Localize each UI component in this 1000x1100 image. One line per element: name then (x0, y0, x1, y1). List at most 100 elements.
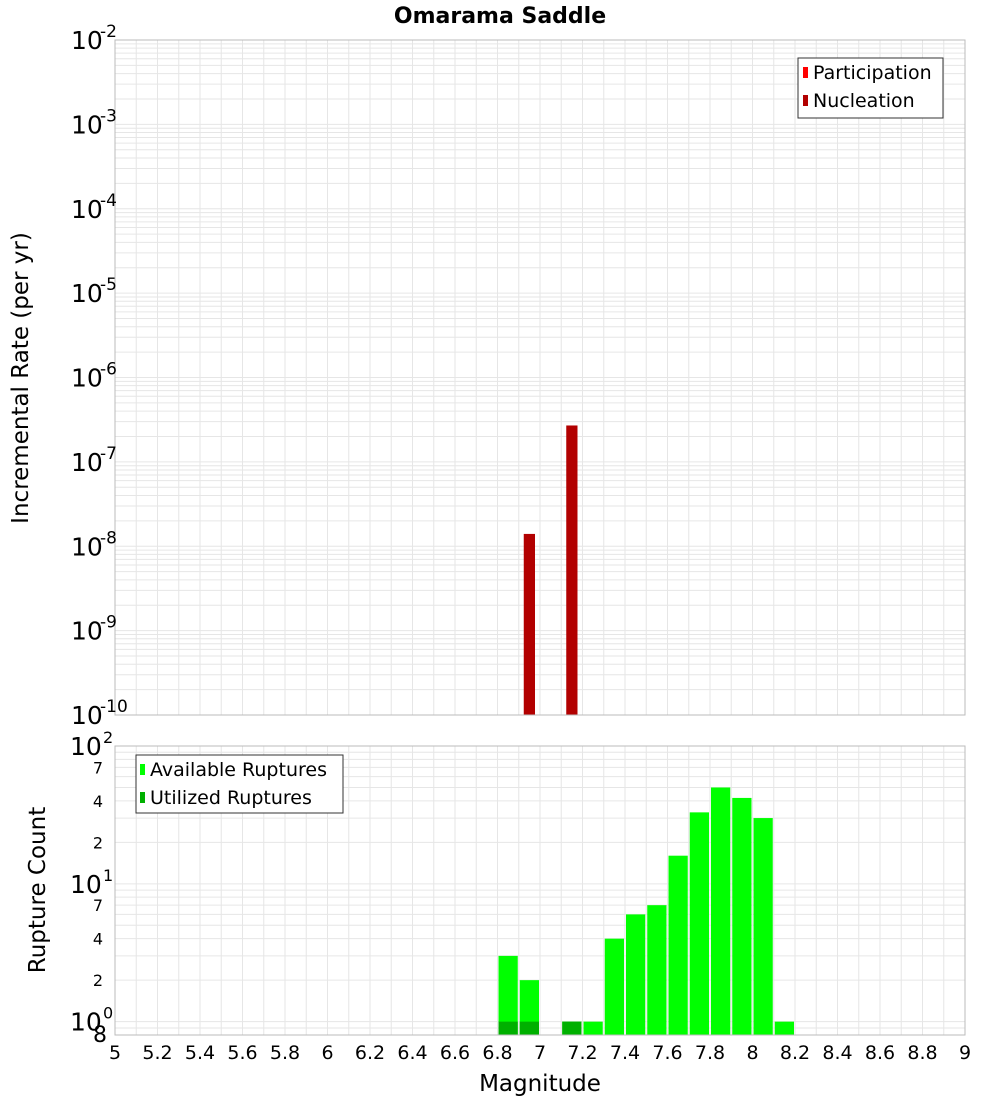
x-tick-label: 5.8 (270, 1042, 300, 1064)
x-tick-label: 5.2 (142, 1042, 172, 1064)
rate-bars (523, 425, 578, 715)
x-tick-label: 5.6 (227, 1042, 257, 1064)
chart-title: Omarama Saddle (394, 4, 606, 29)
rate-y-tick-exponent: -4 (100, 191, 117, 211)
participation-legend-label: Participation (813, 62, 932, 84)
x-tick-label: 7 (534, 1042, 546, 1064)
count-y-tick-base: 10 (70, 870, 102, 899)
rate-y-tick: 10-3 (71, 106, 117, 139)
rate-y-tick-base: 10 (71, 617, 103, 646)
utilized-legend-swatch (140, 792, 145, 803)
x-tick-label: 6 (321, 1042, 333, 1064)
count-y-minor-tick: 2 (93, 833, 103, 852)
rate-y-tick: 10-2 (71, 22, 117, 55)
rate-y-tick: 10-6 (71, 360, 117, 393)
count-y-minor-tick: 7 (93, 758, 103, 777)
available-legend-label: Available Ruptures (150, 759, 327, 781)
rate-y-axis-label: Incremental Rate (per yr) (8, 232, 34, 524)
count-y-tick-exponent: 1 (103, 866, 113, 885)
rate-y-tick: 10-7 (71, 444, 117, 477)
count-legend: Available Ruptures Utilized Ruptures (135, 754, 344, 814)
rate-y-ticks: 10-210-310-410-510-610-710-810-910-10 (71, 22, 128, 730)
count-y-minor-tick: 7 (93, 896, 103, 915)
x-tick-label: 8.8 (907, 1042, 937, 1064)
rate-y-tick-exponent: -5 (100, 275, 117, 295)
x-tick-label: 6.8 (482, 1042, 512, 1064)
x-tick-label: 8.2 (780, 1042, 810, 1064)
participation-legend-swatch (803, 67, 808, 78)
rate-y-tick-exponent: -7 (100, 444, 117, 464)
rate-y-tick-exponent: -8 (100, 528, 117, 548)
x-tick-label: 7.2 (567, 1042, 597, 1064)
available-ruptures-bar (583, 1021, 603, 1035)
count-y-minor-tick: 8 (93, 1023, 107, 1048)
x-axis-ticks: 5 5.2 5.4 5.6 5.8 6 6.2 6.4 6.6 6.8 7 7.2 7.4 7.6 7.8 8… (109, 1042, 971, 1064)
count-y-tick: 10 2 (70, 728, 113, 761)
available-ruptures-bar (753, 818, 773, 1035)
available-ruptures-bar (689, 812, 709, 1035)
utilized-legend-label: Utilized Ruptures (150, 787, 312, 809)
count-y-minor-tick: 4 (93, 792, 103, 811)
rate-y-tick-exponent: -6 (100, 360, 117, 380)
rate-y-tick-exponent: -9 (100, 613, 117, 633)
utilized-ruptures-bar (562, 1021, 582, 1035)
rate-grid (114, 40, 966, 716)
available-ruptures-bar (626, 914, 646, 1035)
available-ruptures-bar (711, 787, 731, 1035)
x-tick-label: 6.4 (397, 1042, 427, 1064)
x-tick-label: 8 (746, 1042, 758, 1064)
nucleation-legend-swatch (803, 95, 808, 106)
count-y-axis-label: Rupture Count (25, 807, 51, 973)
available-ruptures-bar (668, 855, 688, 1035)
count-bars (498, 787, 794, 1035)
available-ruptures-bar (732, 797, 752, 1035)
count-y-minor-tick: 4 (93, 930, 103, 949)
x-axis-label: Magnitude (479, 1071, 601, 1097)
nucleation-bar (566, 425, 578, 715)
rate-y-tick-base: 10 (71, 279, 103, 308)
count-legend-box (135, 754, 344, 814)
utilized-ruptures-bar (498, 1021, 518, 1035)
x-tick-label: 8.4 (822, 1042, 852, 1064)
rate-y-tick-base: 10 (71, 195, 103, 224)
rate-y-tick-exponent: -2 (100, 22, 117, 42)
available-ruptures-bar (498, 955, 518, 1035)
count-y-tick: 10 0 (70, 1004, 113, 1037)
count-y-minor-tick: 2 (93, 971, 103, 990)
x-tick-label: 9 (959, 1042, 971, 1064)
x-tick-label: 5 (109, 1042, 121, 1064)
x-tick-label: 7.8 (695, 1042, 725, 1064)
available-legend-swatch (140, 764, 145, 775)
count-y-tick-base: 10 (70, 732, 102, 761)
available-ruptures-bar (604, 938, 624, 1035)
count-y-tick-exponent: 0 (103, 1004, 113, 1023)
count-y-tick-base: 10 (70, 1008, 102, 1037)
rate-y-tick-exponent: -10 (100, 697, 128, 717)
available-ruptures-bar (647, 905, 667, 1035)
utilized-ruptures-bar (519, 1021, 539, 1035)
rate-plot-border (114, 39, 966, 716)
count-plot-border (114, 745, 966, 1036)
count-y-tick: 10 1 (70, 866, 113, 899)
rate-y-tick-base: 10 (71, 364, 103, 393)
rate-y-tick-exponent: -3 (100, 106, 117, 126)
rate-y-tick-base: 10 (71, 532, 103, 561)
nucleation-legend-label: Nucleation (813, 90, 915, 112)
rate-y-tick: 10-8 (71, 528, 117, 561)
x-tick-label: 8.6 (865, 1042, 895, 1064)
rate-y-tick-base: 10 (71, 448, 103, 477)
available-ruptures-bar (519, 980, 539, 1035)
available-ruptures-bar (774, 1021, 794, 1035)
x-tick-label: 5.4 (185, 1042, 215, 1064)
x-tick-label: 6.6 (440, 1042, 470, 1064)
rate-legend: Participation Nucleation (797, 57, 944, 119)
rate-y-tick-base: 10 (71, 701, 103, 730)
rate-y-tick-base: 10 (71, 26, 103, 55)
nucleation-bar (523, 533, 535, 715)
count-y-tick-exponent: 2 (103, 728, 113, 747)
rate-y-tick: 10-5 (71, 275, 117, 308)
x-tick-label: 7.4 (610, 1042, 640, 1064)
